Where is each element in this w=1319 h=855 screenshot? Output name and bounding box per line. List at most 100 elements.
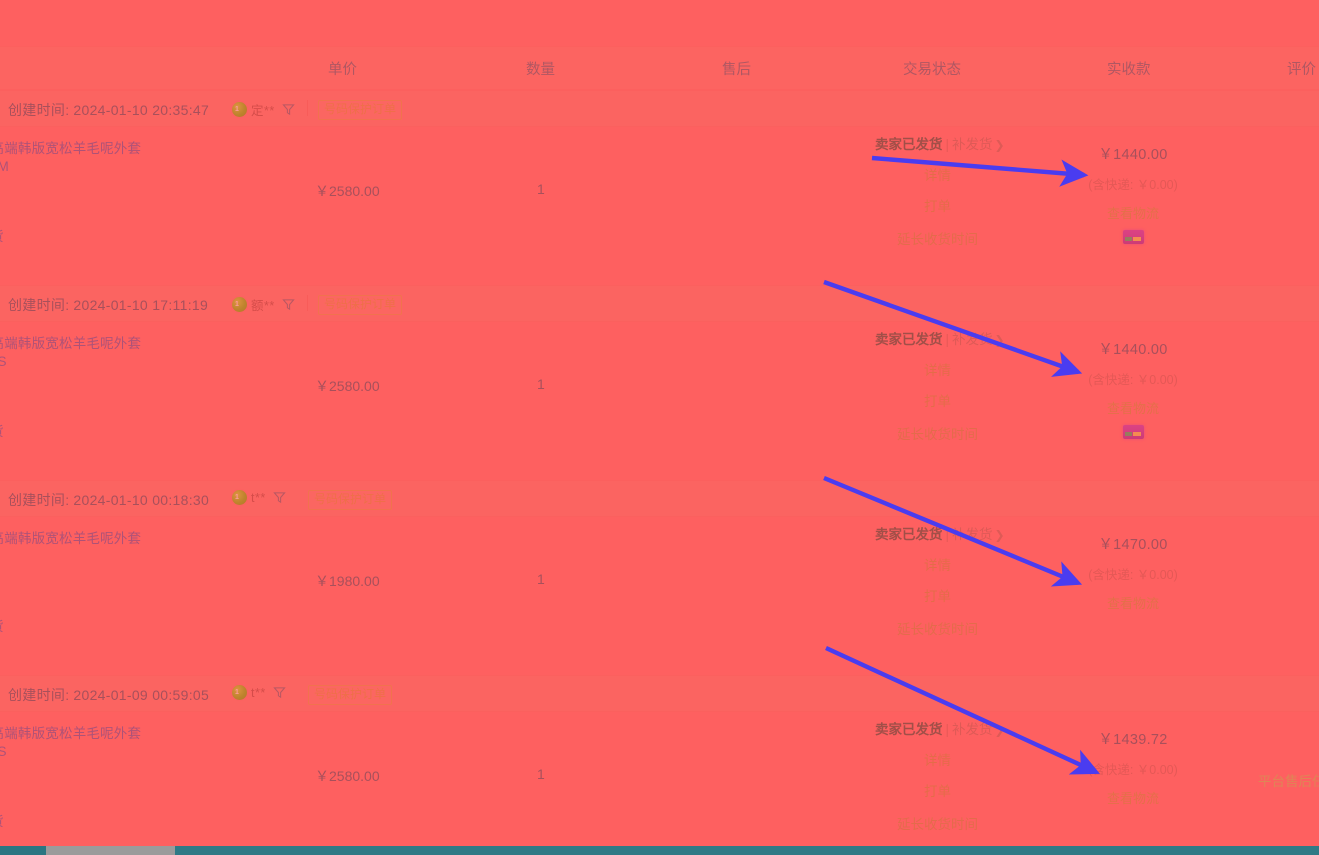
quantity-value: 1 — [537, 571, 545, 587]
received-amount: ￥1440.00 — [1098, 147, 1168, 163]
shipping-fee-note: (含快递: ￥0.00) — [1088, 178, 1178, 192]
create-time-label: 创建时间: — [8, 102, 70, 118]
buyer-level-badge: 1 — [235, 106, 239, 113]
scrollbar-thumb[interactable] — [46, 846, 175, 855]
buyer-name: 额** — [251, 299, 275, 313]
product-title[interactable]: 年秋冬新款高端韩版宽松羊毛呢外套 — [0, 141, 142, 156]
order-body: 年秋冬新款高端韩版宽松羊毛呢外套 : S 货 ￥2580.00 1 卖家已发货|… — [0, 322, 1319, 480]
page-top-spacer — [0, 0, 1319, 46]
view-logistics-link[interactable]: 查看物流 — [1106, 791, 1159, 806]
chevron-right-icon[interactable]: ❯ — [994, 723, 1005, 737]
product-title[interactable]: 年秋冬新款高端韩版宽松羊毛呢外套 — [0, 336, 142, 351]
status-divider: | — [945, 332, 950, 347]
trade-status-line: 卖家已发货 | 补发货 ❯ — [875, 133, 1005, 153]
trade-status-cell: 卖家已发货 | 补发货 ❯ 详情 打单 延长收货时间 — [875, 328, 1005, 443]
quantity-value: 1 — [537, 376, 545, 392]
trade-status-text: 卖家已发货 — [875, 527, 943, 542]
action-extend-receipt[interactable]: 延长收货时间 — [897, 232, 978, 247]
trade-status-cell: 卖家已发货 | 补发货 ❯ 详情 打单 延长收货时间 — [875, 523, 1005, 638]
shipping-fee-note: (含快递: ￥0.00) — [1088, 373, 1178, 387]
order-header[interactable]: 创建时间: 2024-01-09 00:59:05 1 t** 号码保护订单 — [0, 675, 1319, 712]
column-header-unit-price: 单价 — [328, 62, 357, 78]
product-footer-text: 货 — [0, 225, 4, 245]
action-extend-receipt[interactable]: 延长收货时间 — [897, 427, 978, 442]
trade-status-line: 卖家已发货 | 补发货 ❯ — [875, 328, 1005, 348]
view-logistics-link[interactable]: 查看物流 — [1106, 206, 1159, 221]
received-amount-cell: ￥1439.72 (含快递: ￥0.00) 查看物流 — [1068, 728, 1198, 807]
quantity-value: 1 — [537, 766, 545, 782]
create-time-value: 2024-01-10 20:35:47 — [73, 102, 210, 118]
chevron-right-icon[interactable]: ❯ — [994, 138, 1005, 152]
number-protection-tag: 号码保护订单 — [318, 295, 403, 315]
order-create-time: 创建时间: 2024-01-10 20:35:47 — [8, 100, 209, 120]
received-amount: ￥1470.00 — [1098, 537, 1168, 553]
order-body: 年秋冬新款高端韩版宽松羊毛呢外套 : M 货 ￥2580.00 1 卖家已发货|… — [0, 127, 1319, 285]
rating-cell: 平台售后任 — [1258, 774, 1319, 789]
chevron-right-icon[interactable]: ❯ — [994, 333, 1005, 347]
shipping-fee-note: (含快递: ￥0.00) — [1088, 763, 1178, 777]
reship-link[interactable]: 补发货 — [952, 527, 993, 542]
create-time-value: 2024-01-09 00:59:05 — [73, 687, 210, 703]
product-footer-text: 货 — [0, 810, 4, 830]
trade-status-text: 卖家已发货 — [875, 137, 943, 152]
horizontal-scrollbar[interactable] — [0, 846, 1319, 855]
order-header[interactable]: 创建时间: 2024-01-10 17:11:19 1 额** 号码保护订单 — [0, 285, 1319, 322]
create-time-value: 2024-01-10 00:18:30 — [73, 492, 210, 508]
order-create-time: 创建时间: 2024-01-09 00:59:05 — [8, 685, 209, 705]
buyer-avatar-icon: 1 — [232, 102, 247, 117]
view-logistics-link[interactable]: 查看物流 — [1106, 401, 1159, 416]
buyer-info[interactable]: 1 t** — [232, 685, 286, 700]
product-title[interactable]: 年秋冬新款高端韩版宽松羊毛呢外套 — [0, 726, 142, 741]
product-title[interactable]: 年秋冬新款高端韩版宽松羊毛呢外套 — [0, 531, 142, 546]
action-detail[interactable]: 详情 — [924, 753, 951, 768]
order-row: 创建时间:2024-01-10 20:35:47 1 定** 号码保护订单 年秋… — [0, 90, 1319, 285]
order-header[interactable]: 创建时间: 2024-01-10 20:35:47 1 定** 号码保护订单 — [0, 90, 1319, 127]
buyer-info[interactable]: 1 额** — [232, 295, 295, 314]
create-time-label: 创建时间: — [8, 687, 70, 703]
action-print[interactable]: 打单 — [924, 199, 951, 214]
chevron-right-icon[interactable]: ❯ — [994, 528, 1005, 542]
create-time-label: 创建时间: — [8, 492, 70, 508]
funnel-icon[interactable] — [282, 103, 295, 116]
product-footer-text: 货 — [0, 615, 4, 635]
action-extend-receipt[interactable]: 延长收货时间 — [897, 817, 978, 832]
shipping-fee-note: (含快递: ￥0.00) — [1088, 568, 1178, 582]
action-detail[interactable]: 详情 — [924, 363, 951, 378]
action-print[interactable]: 打单 — [924, 784, 951, 799]
buyer-avatar-icon: 1 — [232, 297, 247, 312]
reship-link[interactable]: 补发货 — [952, 332, 993, 347]
action-extend-receipt[interactable]: 延长收货时间 — [897, 622, 978, 637]
product-footer-text: 货 — [0, 420, 4, 440]
funnel-icon[interactable] — [282, 298, 295, 311]
order-body: 年秋冬新款高端韩版宽松羊毛呢外套 货 ￥1980.00 1 卖家已发货|补发货❯… — [0, 517, 1319, 675]
column-header-after-sales: 售后 — [722, 62, 751, 78]
received-amount-cell: ￥1470.00 (含快递: ￥0.00) 查看物流 — [1068, 533, 1198, 612]
product-spec: : S — [0, 354, 7, 369]
order-header[interactable]: 创建时间: 2024-01-10 00:18:30 1 t** 号码保护订单 — [0, 480, 1319, 517]
buyer-avatar-icon: 1 — [232, 685, 247, 700]
buyer-name: t** — [251, 490, 266, 505]
funnel-icon[interactable] — [272, 491, 286, 504]
unit-price-value: ￥2580.00 — [315, 183, 380, 199]
trade-status-line: 卖家已发货 | 补发货 ❯ — [875, 523, 1005, 543]
action-print[interactable]: 打单 — [924, 589, 951, 604]
unit-price-value: ￥2580.00 — [315, 768, 380, 784]
order-row: 创建时间:2024-01-10 00:18:30 1 t** 号码保护订单 年秋… — [0, 480, 1319, 675]
payment-card-badge-icon — [1122, 425, 1144, 439]
action-detail[interactable]: 详情 — [924, 558, 951, 573]
trade-status-cell: 卖家已发货 | 补发货 ❯ 详情 打单 延长收货时间 — [875, 718, 1005, 833]
buyer-level-badge: 1 — [235, 689, 239, 696]
funnel-icon[interactable] — [272, 686, 286, 699]
reship-link[interactable]: 补发货 — [952, 137, 993, 152]
reship-link[interactable]: 补发货 — [952, 722, 993, 737]
column-header-quantity: 数量 — [526, 62, 555, 78]
action-print[interactable]: 打单 — [924, 394, 951, 409]
view-logistics-link[interactable]: 查看物流 — [1106, 596, 1159, 611]
action-detail[interactable]: 详情 — [924, 168, 951, 183]
scrollbar-track-left[interactable] — [0, 846, 46, 855]
buyer-info[interactable]: 1 t** — [232, 490, 286, 505]
header-divider — [307, 295, 308, 311]
buyer-info[interactable]: 1 定** — [232, 100, 295, 119]
order-create-time: 创建时间: 2024-01-10 00:18:30 — [8, 490, 209, 510]
unit-price-value: ￥1980.00 — [315, 573, 380, 589]
